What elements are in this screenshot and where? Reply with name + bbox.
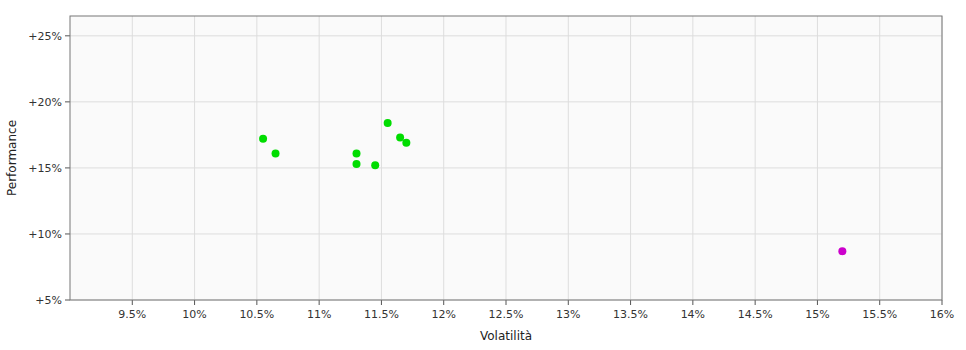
tick-x (568, 300, 569, 305)
grid-line-x (319, 16, 320, 300)
points (259, 119, 846, 255)
tick-label-x: 13% (556, 308, 580, 321)
tick-label-x: 13.5% (613, 308, 648, 321)
grid-line-x (817, 16, 818, 300)
tick-label-x: 16% (930, 308, 954, 321)
tick-x (319, 300, 320, 305)
point (353, 149, 361, 157)
grid-line-y (70, 167, 942, 168)
tick-y (65, 35, 70, 36)
grid-line-x (630, 16, 631, 300)
plot-frame (70, 16, 942, 300)
tick-x (755, 300, 756, 305)
tick-y (65, 233, 70, 234)
grid-line-x (879, 16, 880, 300)
tick-x (506, 300, 507, 305)
tick-label-x: 10% (182, 308, 206, 321)
axes: 9.5% 10% 10.5% 11% 11.5% 12% 12.5% 13% 13.5% 14% 1… (28, 30, 954, 321)
tick-x (381, 300, 382, 305)
tick-label-x: 15% (805, 308, 829, 321)
tick-label-x: 14% (681, 308, 705, 321)
tick-x (256, 300, 257, 305)
tick-x (443, 300, 444, 305)
grid-line-x (568, 16, 569, 300)
tick-label-y: +20% (28, 96, 62, 109)
tick-label-x: 10.5% (239, 308, 274, 321)
grid-line-x (692, 16, 693, 300)
tick-x (879, 300, 880, 305)
grid-line-x (132, 16, 133, 300)
tick-label-y: +25% (28, 30, 62, 43)
point (396, 134, 404, 142)
grid-line-y (70, 233, 942, 234)
y-axis-label: Performance (5, 120, 19, 196)
grid-line-x (256, 16, 257, 300)
tick-y (65, 300, 70, 301)
tick-label-y: +10% (28, 228, 62, 241)
grid (70, 16, 942, 300)
point (259, 135, 267, 143)
series (259, 119, 410, 169)
point (402, 139, 410, 147)
tick-x (817, 300, 818, 305)
point (384, 119, 392, 127)
grid-line-x (755, 16, 756, 300)
tick-x (630, 300, 631, 305)
grid-line-y (70, 35, 942, 36)
x-axis-label: Volatilità (480, 329, 532, 343)
point (272, 149, 280, 157)
tick-x (194, 300, 195, 305)
chart: 9.5% 10% 10.5% 11% 11.5% 12% 12.5% 13% 13.5% 14% 1… (0, 0, 966, 350)
tick-label-x: 9.5% (118, 308, 146, 321)
tick-x (942, 300, 943, 305)
tick-label-x: 11% (307, 308, 331, 321)
grid-line-x (443, 16, 444, 300)
plot-area (70, 16, 942, 300)
tick-x (132, 300, 133, 305)
grid-line-x (381, 16, 382, 300)
point (371, 161, 379, 169)
tick-label-x: 11.5% (364, 308, 399, 321)
point (353, 160, 361, 168)
tick-label-x: 14.5% (738, 308, 773, 321)
tick-label-y: +15% (28, 162, 62, 175)
series (838, 247, 846, 255)
tick-label-y: +5% (35, 294, 62, 307)
tick-y (65, 101, 70, 102)
tick-label-x: 12% (431, 308, 455, 321)
point (838, 247, 846, 255)
grid-line-x (194, 16, 195, 300)
grid-line-x (506, 16, 507, 300)
grid-line-y (70, 101, 942, 102)
tick-x (692, 300, 693, 305)
tick-label-x: 12.5% (489, 308, 524, 321)
tick-label-x: 15.5% (862, 308, 897, 321)
tick-y (65, 167, 70, 168)
